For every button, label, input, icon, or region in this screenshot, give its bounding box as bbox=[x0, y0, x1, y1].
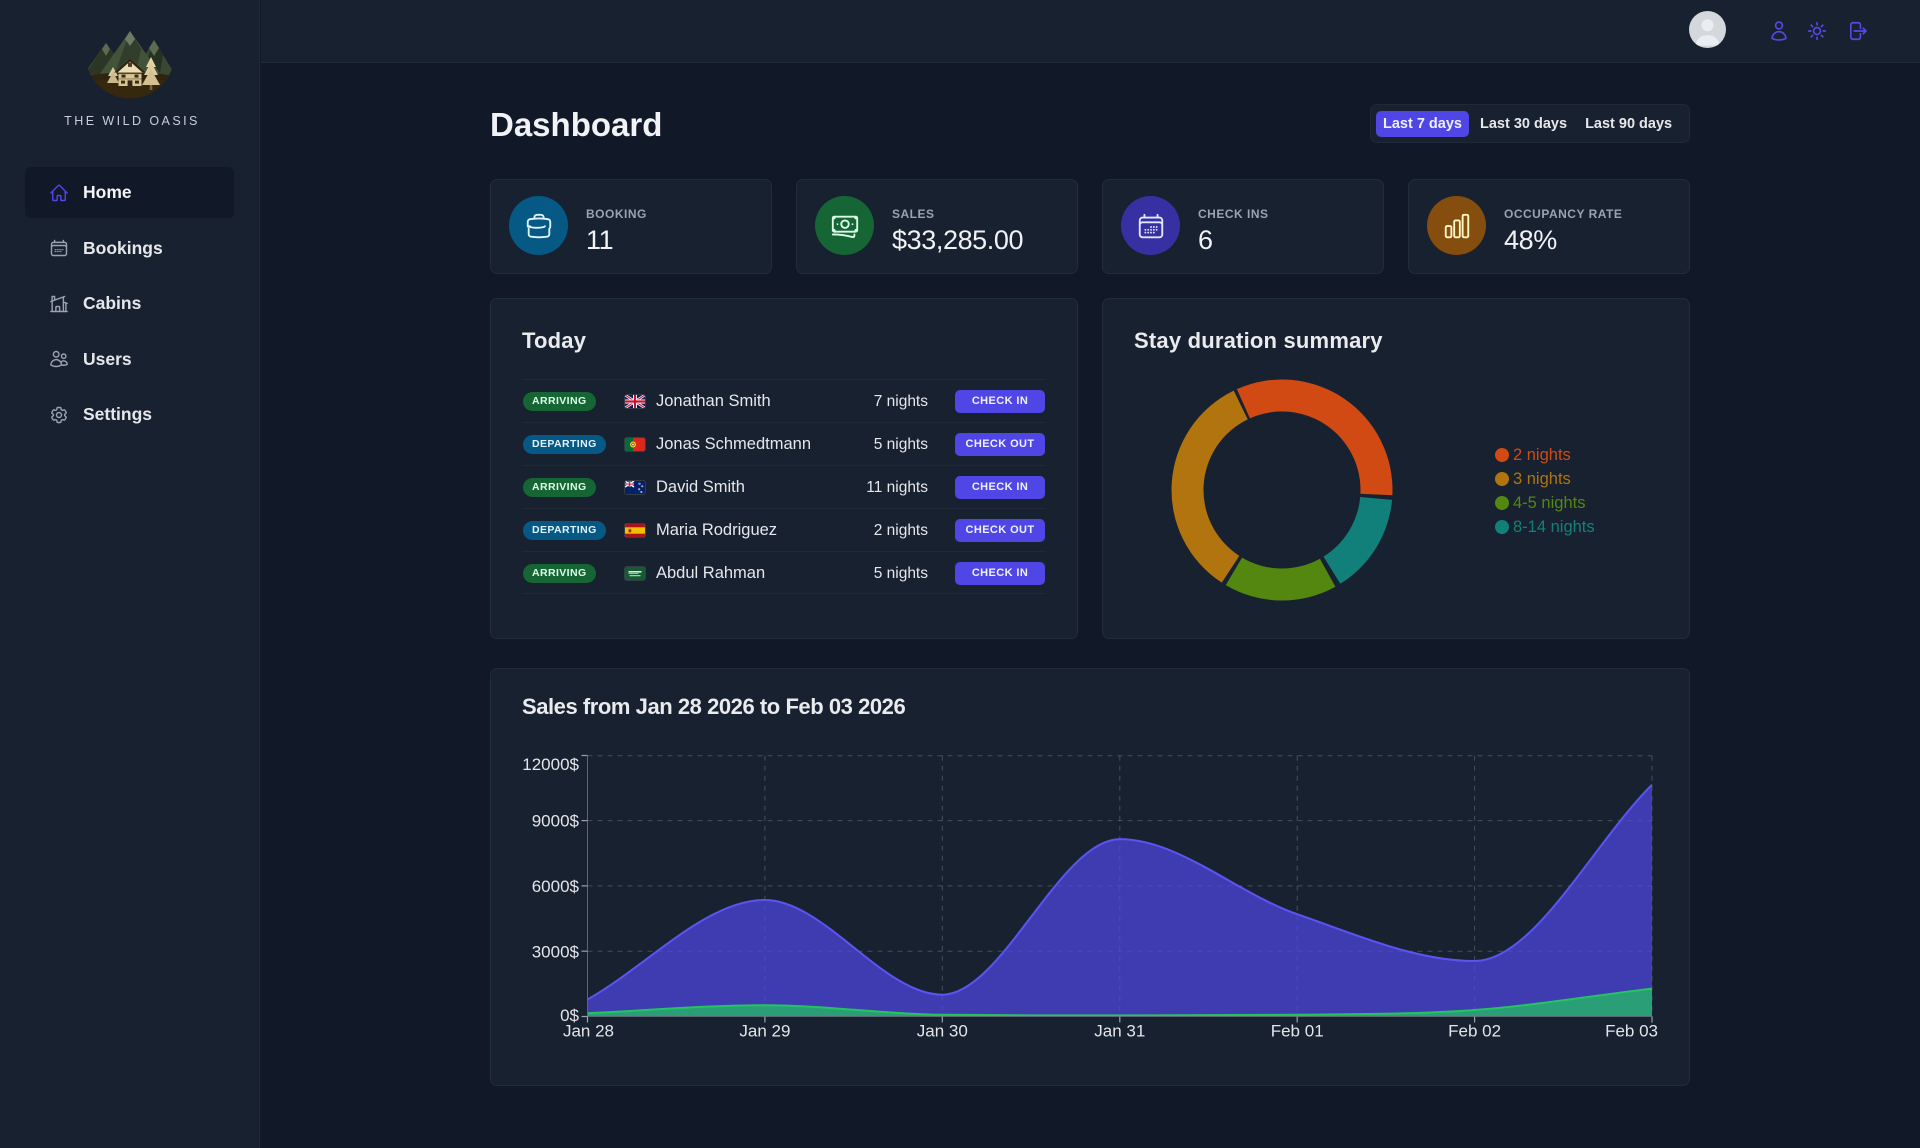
svg-text:Jan 29: Jan 29 bbox=[739, 1021, 790, 1040]
svg-text:3000$: 3000$ bbox=[532, 942, 580, 961]
svg-text:Jan 28: Jan 28 bbox=[563, 1021, 614, 1040]
svg-text:6000$: 6000$ bbox=[532, 877, 580, 896]
svg-text:9000$: 9000$ bbox=[532, 812, 580, 831]
svg-text:0$: 0$ bbox=[560, 1006, 579, 1025]
svg-text:Feb 01: Feb 01 bbox=[1271, 1021, 1324, 1040]
svg-text:12000$: 12000$ bbox=[522, 755, 579, 774]
svg-text:Jan 31: Jan 31 bbox=[1094, 1021, 1145, 1040]
svg-text:Feb 02: Feb 02 bbox=[1448, 1021, 1501, 1040]
svg-text:Feb 03: Feb 03 bbox=[1605, 1021, 1658, 1040]
svg-text:Jan 30: Jan 30 bbox=[917, 1021, 968, 1040]
